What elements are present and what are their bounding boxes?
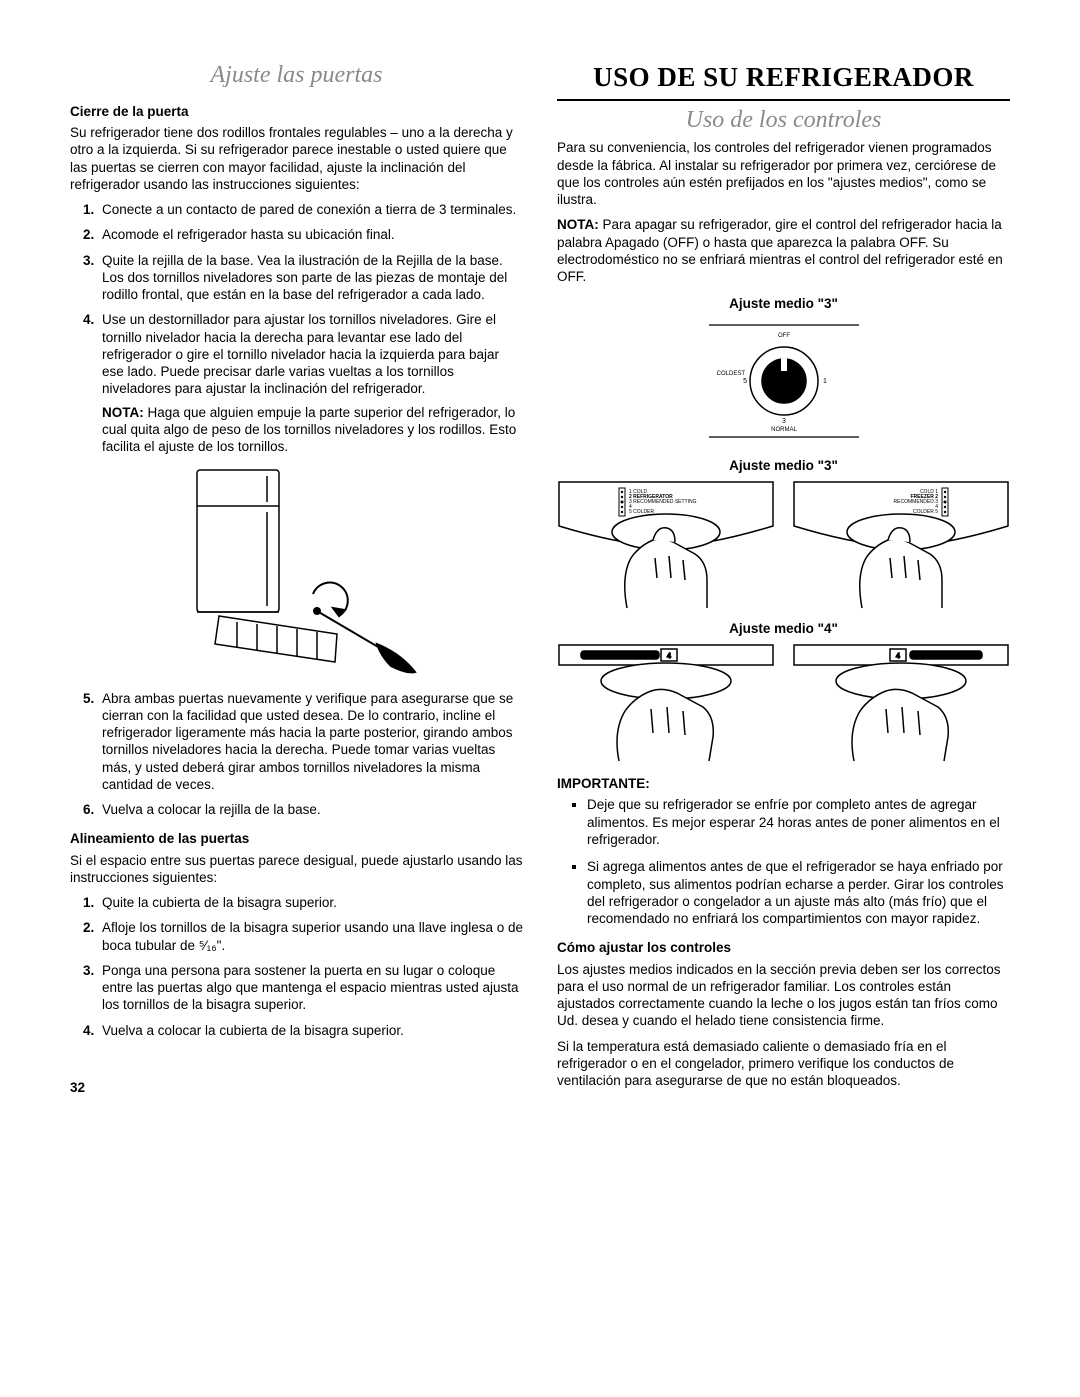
- svg-text:FREEZER: FREEZER: [934, 653, 958, 659]
- step-3: Quite la rejilla de la base. Vea la ilus…: [98, 252, 523, 304]
- heading-cierre: Cierre de la puerta: [70, 103, 523, 120]
- intro-controles: Para su conveniencia, los controles del …: [557, 139, 1010, 208]
- svg-text:5 COLDER: 5 COLDER: [629, 509, 654, 515]
- importante-2: Si agrega alimentos antes de que el refr…: [587, 858, 1010, 927]
- nota-controles: NOTA: Para apagar su refrigerador, gire …: [557, 216, 1010, 285]
- right-column: USO DE SU REFRIGERADOR Uso de los contro…: [557, 60, 1010, 1097]
- svg-text:NORMAL: NORMAL: [771, 427, 797, 433]
- step-5: Abra ambas puertas nuevamente y verifiqu…: [98, 690, 523, 794]
- fridge-slider-illustration: REFRIGERATOR 4: [557, 643, 775, 763]
- intro-cierre: Su refrigerador tiene dos rodillos front…: [70, 124, 523, 193]
- left-column: Ajuste las puertas Cierre de la puerta S…: [70, 60, 523, 1097]
- step-2: Acomode el refrigerador hasta su ubicaci…: [98, 226, 523, 243]
- svg-text:RECOMMENDED 3: RECOMMENDED 3: [894, 499, 939, 505]
- steps-cierre: Conecte a un contacto de pared de conexi…: [70, 201, 523, 455]
- align-step-1: Quite la cubierta de la bisagra superior…: [98, 894, 523, 911]
- section-title-controles: Uso de los controles: [557, 105, 1010, 136]
- leveling-illustration: [167, 466, 427, 676]
- svg-text:3: 3: [782, 418, 786, 425]
- step-6: Vuelva a colocar la rejilla de la base.: [98, 801, 523, 818]
- svg-text:COLDEST: COLDEST: [716, 371, 745, 377]
- svg-text:3 RECOMMENDED SETTING: 3 RECOMMENDED SETTING: [629, 499, 697, 505]
- svg-text:5: 5: [743, 378, 747, 385]
- align-step-2: Afloje los tornillos de la bisagra super…: [98, 919, 523, 954]
- svg-text:1: 1: [823, 378, 827, 385]
- control-panels-row-1: 1 COLD 2 REFRIGERATOR 3 RECOMMENDED SETT…: [557, 480, 1010, 610]
- align-step-3: Ponga una persona para sostener la puert…: [98, 962, 523, 1014]
- svg-text:COLDER 5: COLDER 5: [913, 509, 938, 515]
- steps-cierre-cont: Abra ambas puertas nuevamente y verifiqu…: [70, 690, 523, 819]
- control-panels-row-2: REFRIGERATOR 4 FREEZER 4: [557, 643, 1010, 763]
- como-p1: Los ajustes medios indicados en la secci…: [557, 961, 1010, 1030]
- fridge-panel-illustration: 1 COLD 2 REFRIGERATOR 3 RECOMMENDED SETT…: [557, 480, 775, 610]
- intro-align: Si el espacio entre sus puertas parece d…: [70, 852, 523, 887]
- page-number: 32: [70, 1079, 523, 1096]
- main-title: USO DE SU REFRIGERADOR: [557, 60, 1010, 101]
- freezer-slider-illustration: FREEZER 4: [792, 643, 1010, 763]
- step-1: Conecte a un contacto de pared de conexi…: [98, 201, 523, 218]
- nota-cierre: NOTA: Haga que alguien empuje la parte s…: [102, 404, 523, 456]
- svg-text:4: 4: [667, 653, 671, 660]
- svg-text:OFF: OFF: [778, 333, 790, 339]
- step-4: Use un destornillador para ajustar los t…: [98, 311, 523, 455]
- freezer-panel-illustration: COLD 1 FREEZER 2 RECOMMENDED 3 4 COLDER …: [792, 480, 1010, 610]
- heading-importante: IMPORTANTE:: [557, 775, 1010, 792]
- importante-list: Deje que su refrigerador se enfríe por c…: [557, 796, 1010, 927]
- steps-align: Quite la cubierta de la bisagra superior…: [70, 894, 523, 1039]
- como-p2: Si la temperatura está demasiado calient…: [557, 1038, 1010, 1090]
- importante-1: Deje que su refrigerador se enfríe por c…: [587, 796, 1010, 848]
- svg-text:REFRIGERATOR: REFRIGERATOR: [600, 653, 640, 659]
- align-step-4: Vuelva a colocar la cubierta de la bisag…: [98, 1022, 523, 1039]
- section-title-ajuste-puertas: Ajuste las puertas: [70, 60, 523, 91]
- heading-alineamiento: Alineamiento de las puertas: [70, 830, 523, 847]
- svg-text:4: 4: [896, 653, 900, 660]
- heading-como-ajustar: Cómo ajustar los controles: [557, 939, 1010, 956]
- label-ajuste-3a: Ajuste medio "3": [557, 295, 1010, 312]
- label-ajuste-4: Ajuste medio "4": [557, 620, 1010, 637]
- dial-illustration: OFF COLDEST 5 1 3 NORMAL: [699, 323, 869, 443]
- label-ajuste-3b: Ajuste medio "3": [557, 457, 1010, 474]
